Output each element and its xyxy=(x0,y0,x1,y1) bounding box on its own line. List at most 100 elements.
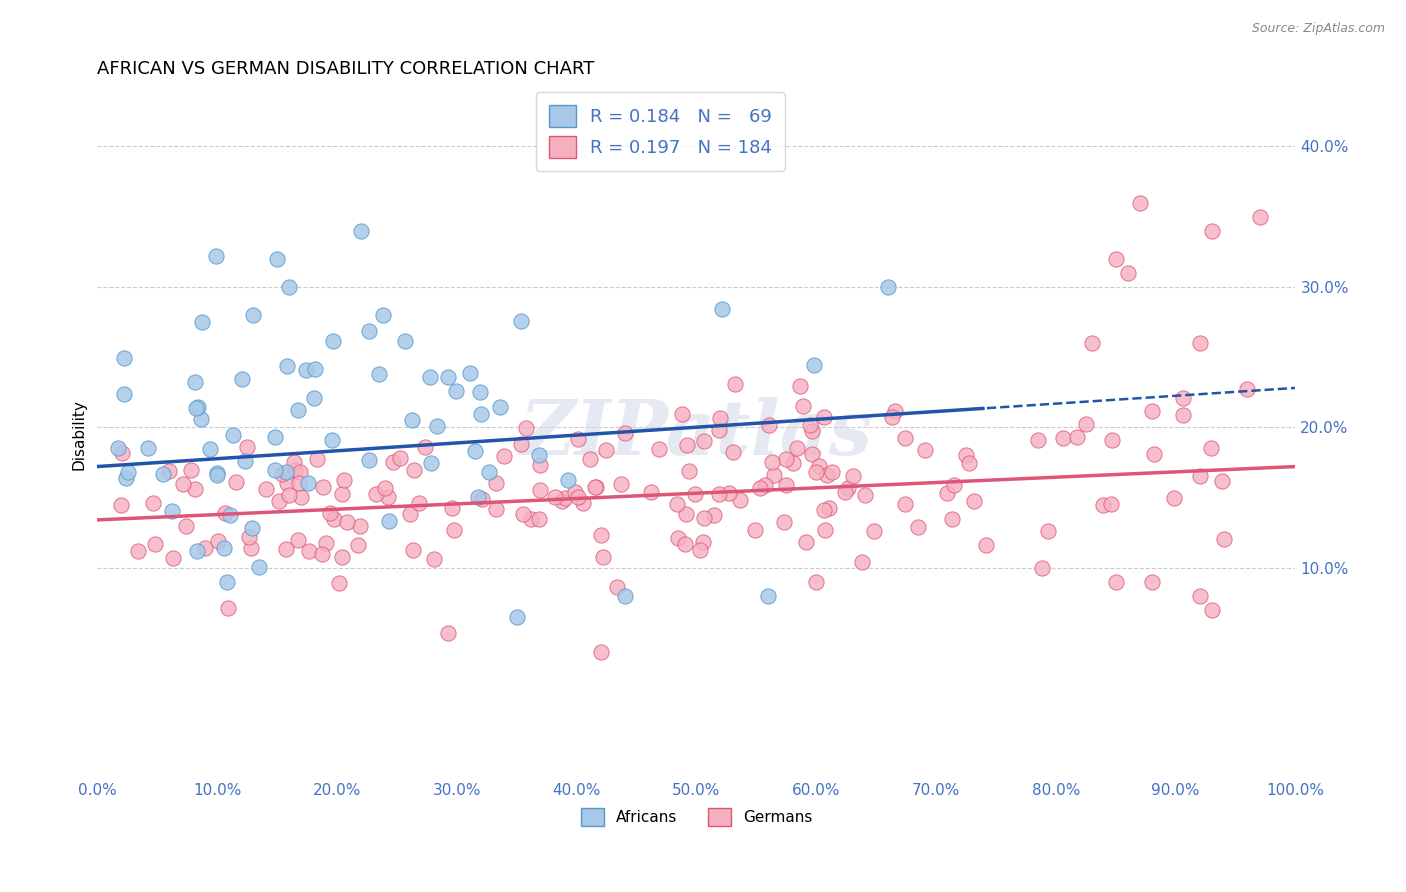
Point xyxy=(274,465,297,479)
Point xyxy=(184,375,207,389)
Point xyxy=(470,407,492,421)
Point xyxy=(287,533,309,547)
Point xyxy=(112,351,135,365)
Point xyxy=(389,450,412,465)
Point xyxy=(110,498,132,512)
Point xyxy=(1031,561,1053,575)
Point xyxy=(464,444,486,458)
Point xyxy=(666,531,689,545)
Point xyxy=(235,454,257,468)
Point xyxy=(692,434,714,449)
Point xyxy=(907,520,929,534)
Point xyxy=(595,442,617,457)
Point xyxy=(350,224,373,238)
Point xyxy=(330,549,353,564)
Point xyxy=(368,367,391,381)
Point xyxy=(328,576,350,591)
Point xyxy=(489,400,512,414)
Y-axis label: Disability: Disability xyxy=(72,399,86,470)
Point xyxy=(815,467,838,482)
Point xyxy=(315,536,337,550)
Point xyxy=(212,541,235,555)
Point xyxy=(290,490,312,504)
Point xyxy=(709,423,731,437)
Point xyxy=(288,465,311,479)
Point xyxy=(744,523,766,537)
Point xyxy=(485,502,508,516)
Point xyxy=(471,491,494,506)
Point xyxy=(955,448,977,462)
Point xyxy=(1036,524,1059,538)
Point xyxy=(1066,430,1088,444)
Point xyxy=(205,466,228,480)
Point xyxy=(162,551,184,566)
Point xyxy=(1171,391,1194,405)
Point xyxy=(1101,433,1123,447)
Point xyxy=(724,376,747,391)
Point xyxy=(419,370,441,384)
Point xyxy=(217,601,239,615)
Point xyxy=(665,497,688,511)
Point xyxy=(794,535,817,549)
Point xyxy=(254,482,277,496)
Point xyxy=(298,544,321,558)
Point xyxy=(550,493,572,508)
Point xyxy=(184,482,207,496)
Point xyxy=(240,541,263,555)
Point xyxy=(640,484,662,499)
Point xyxy=(107,442,129,456)
Point xyxy=(914,443,936,458)
Point xyxy=(468,384,491,399)
Point xyxy=(782,456,804,470)
Point xyxy=(589,645,612,659)
Point xyxy=(814,523,837,537)
Point xyxy=(707,487,730,501)
Point xyxy=(800,447,823,461)
Point xyxy=(1211,475,1233,489)
Point xyxy=(186,543,208,558)
Point xyxy=(231,372,253,386)
Point xyxy=(357,324,380,338)
Point xyxy=(1116,266,1139,280)
Point xyxy=(1129,195,1152,210)
Point xyxy=(673,537,696,551)
Point xyxy=(278,280,301,294)
Point xyxy=(606,580,628,594)
Point xyxy=(295,362,318,376)
Point xyxy=(205,249,228,263)
Point xyxy=(786,441,808,455)
Point xyxy=(775,477,797,491)
Point xyxy=(458,366,481,380)
Point xyxy=(283,455,305,469)
Point xyxy=(205,468,228,483)
Point xyxy=(749,481,772,495)
Point xyxy=(842,469,865,483)
Point xyxy=(426,418,449,433)
Point xyxy=(373,309,395,323)
Point xyxy=(1143,447,1166,461)
Point xyxy=(529,458,551,472)
Point xyxy=(1163,491,1185,505)
Point xyxy=(127,543,149,558)
Point xyxy=(567,490,589,504)
Point xyxy=(527,511,550,525)
Point xyxy=(444,384,467,398)
Point xyxy=(398,507,420,521)
Point xyxy=(276,476,298,491)
Point xyxy=(304,362,326,376)
Point xyxy=(467,491,489,505)
Point xyxy=(730,492,752,507)
Point xyxy=(806,574,828,589)
Point xyxy=(349,518,371,533)
Point xyxy=(423,552,446,566)
Point xyxy=(287,475,309,490)
Text: Source: ZipAtlas.com: Source: ZipAtlas.com xyxy=(1251,22,1385,36)
Point xyxy=(115,471,138,485)
Point xyxy=(191,315,214,329)
Point xyxy=(347,538,370,552)
Point xyxy=(186,401,208,415)
Point xyxy=(799,417,821,432)
Point xyxy=(963,494,986,508)
Point xyxy=(572,496,595,510)
Point xyxy=(401,412,423,426)
